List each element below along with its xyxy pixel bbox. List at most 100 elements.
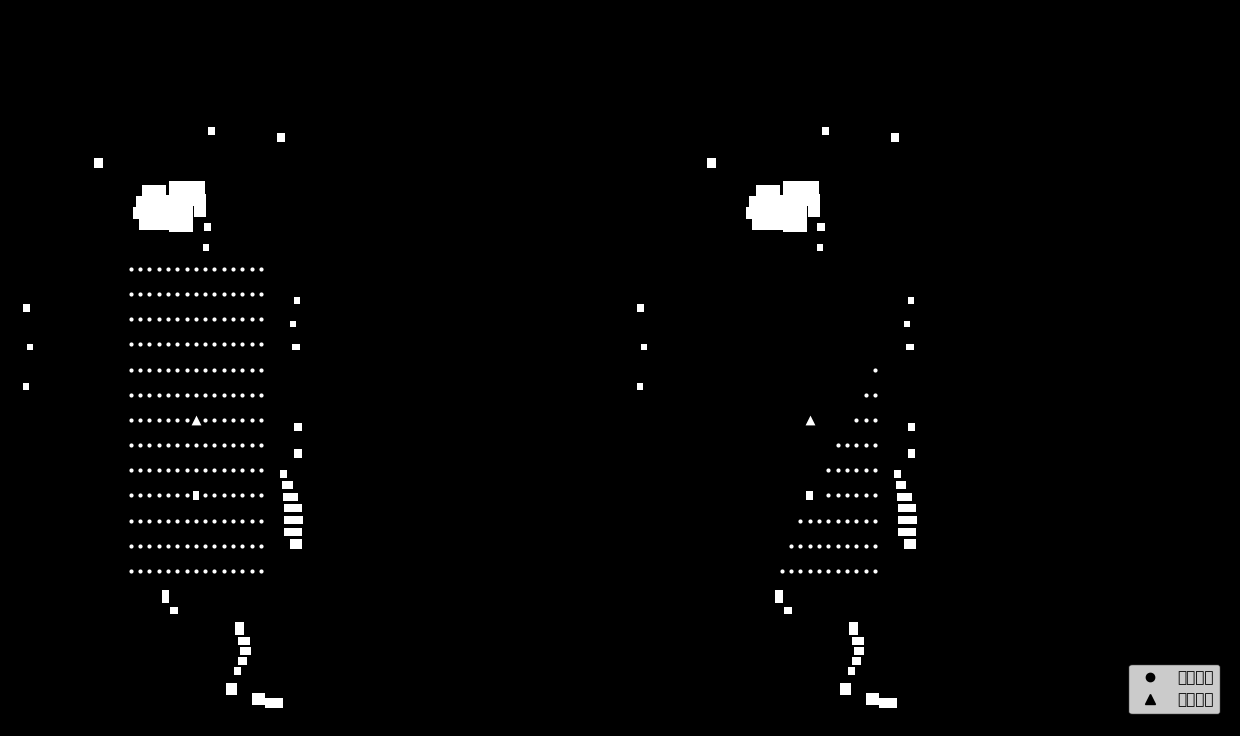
- Point: [149, 339, 169, 350]
- Point: [139, 288, 159, 300]
- Point: [167, 540, 187, 552]
- Point: [130, 489, 150, 501]
- Point: [818, 464, 838, 476]
- Bar: [277, 133, 285, 141]
- Bar: [853, 647, 864, 655]
- Point: [252, 464, 272, 476]
- Bar: [822, 127, 828, 135]
- Point: [139, 263, 159, 275]
- Bar: [280, 470, 288, 478]
- Bar: [284, 528, 303, 536]
- Point: [242, 288, 262, 300]
- Point: [213, 540, 233, 552]
- Point: [120, 339, 140, 350]
- Point: [252, 389, 272, 400]
- Point: [223, 263, 243, 275]
- Bar: [166, 195, 193, 210]
- Point: [157, 339, 177, 350]
- Bar: [898, 504, 916, 512]
- Point: [130, 314, 150, 325]
- Point: [233, 339, 253, 350]
- Point: [157, 464, 177, 476]
- Bar: [908, 449, 915, 458]
- Point: [866, 565, 885, 577]
- Point: [847, 489, 867, 501]
- Point: [818, 514, 838, 526]
- Point: [120, 414, 140, 425]
- Bar: [290, 539, 303, 549]
- Point: [195, 339, 215, 350]
- Point: [149, 364, 169, 375]
- Point: [149, 514, 169, 526]
- Point: [130, 565, 150, 577]
- Point: [167, 565, 187, 577]
- Point: [167, 364, 187, 375]
- Point: [252, 314, 272, 325]
- Point: [233, 489, 253, 501]
- Point: [252, 288, 272, 300]
- Bar: [284, 504, 303, 512]
- Point: [167, 339, 187, 350]
- Bar: [193, 205, 206, 217]
- Bar: [234, 622, 244, 635]
- Point: [176, 288, 196, 300]
- Point: [223, 540, 243, 552]
- Point: [139, 489, 159, 501]
- Bar: [908, 297, 914, 304]
- Point: [847, 439, 867, 451]
- Bar: [784, 607, 792, 614]
- Point: [149, 414, 169, 425]
- Point: [195, 288, 215, 300]
- Point: [866, 389, 885, 400]
- Point: [233, 540, 253, 552]
- Bar: [166, 208, 193, 221]
- Point: [242, 565, 262, 577]
- Point: [827, 489, 847, 501]
- Point: [176, 314, 196, 325]
- Point: [149, 489, 169, 501]
- Point: [213, 364, 233, 375]
- Point: [252, 514, 272, 526]
- Point: [223, 514, 243, 526]
- Point: [167, 389, 187, 400]
- Point: [242, 514, 262, 526]
- Point: [167, 263, 187, 275]
- Bar: [193, 194, 206, 206]
- Bar: [906, 344, 914, 350]
- Bar: [27, 344, 33, 350]
- Point: [120, 439, 140, 451]
- Bar: [707, 158, 717, 169]
- Bar: [252, 693, 265, 705]
- Point: [808, 514, 828, 526]
- Point: [149, 565, 169, 577]
- Point: [837, 464, 857, 476]
- Point: [186, 314, 206, 325]
- Point: [186, 389, 206, 400]
- Point: [213, 263, 233, 275]
- Point: [781, 540, 801, 552]
- Point: [242, 263, 262, 275]
- Point: [139, 339, 159, 350]
- Point: [130, 389, 150, 400]
- Point: [186, 288, 206, 300]
- Point: [837, 514, 857, 526]
- Point: [176, 339, 196, 350]
- Bar: [238, 637, 250, 645]
- Point: [252, 364, 272, 375]
- Bar: [898, 528, 916, 536]
- Point: [213, 439, 233, 451]
- Bar: [294, 422, 301, 431]
- Bar: [848, 622, 858, 635]
- Bar: [904, 539, 916, 549]
- Point: [157, 565, 177, 577]
- Point: [120, 314, 140, 325]
- Point: [176, 389, 196, 400]
- Point: [847, 540, 867, 552]
- Point: [149, 288, 169, 300]
- Point: [847, 514, 867, 526]
- Point: [205, 339, 224, 350]
- Point: [242, 364, 262, 375]
- Point: [213, 339, 233, 350]
- Bar: [239, 647, 250, 655]
- Point: [800, 514, 820, 526]
